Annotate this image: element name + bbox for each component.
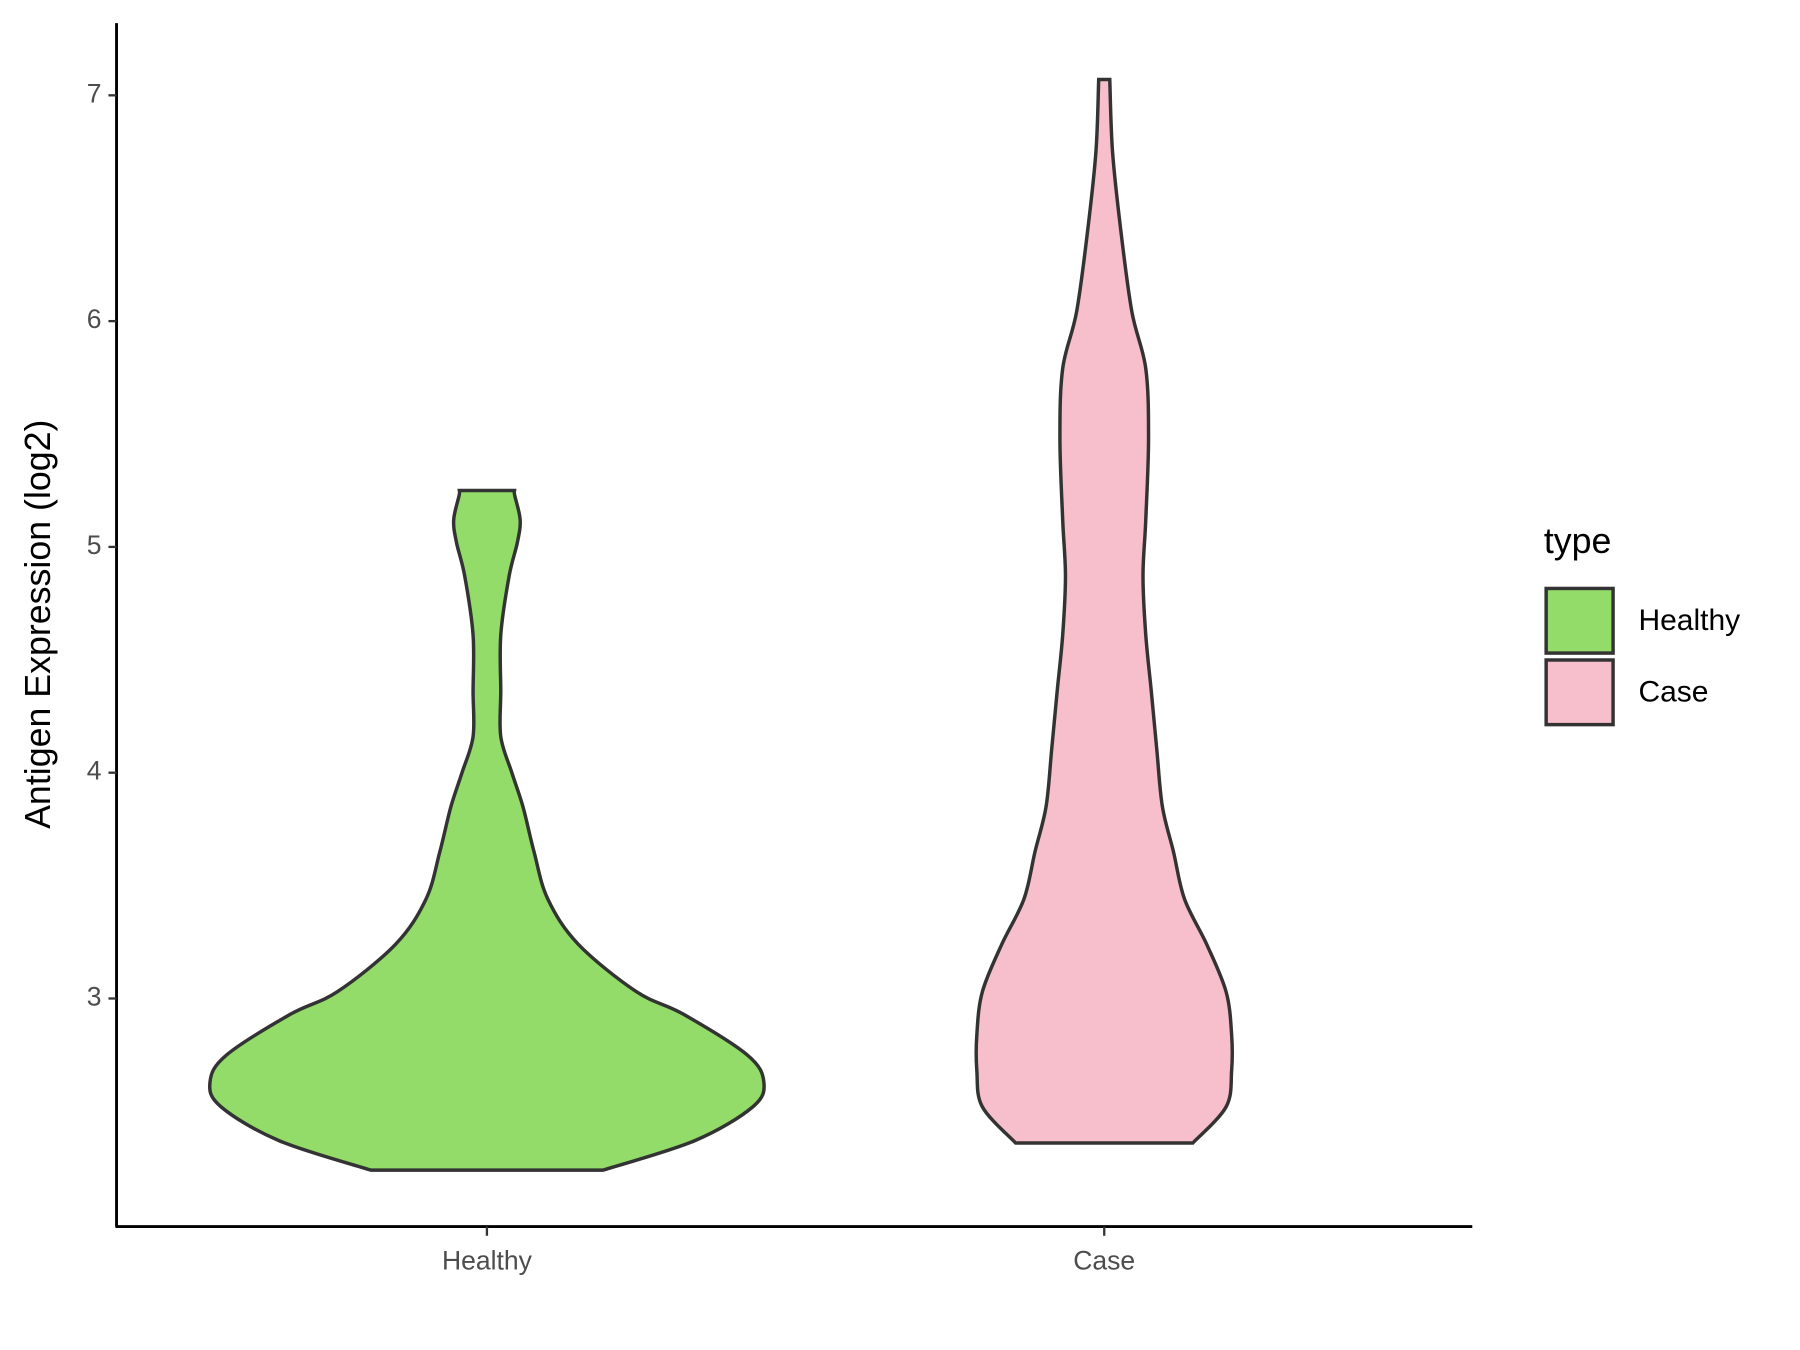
legend-key — [1544, 586, 1615, 655]
y-tick-label: 6 — [87, 304, 102, 334]
x-tick-label: Case — [1073, 1245, 1135, 1275]
y-tick-label: 4 — [87, 756, 102, 786]
y-tick-label: 7 — [87, 78, 102, 108]
legend-title: type — [1544, 521, 1612, 561]
violin — [974, 77, 1235, 1145]
legend-label: Case — [1638, 675, 1708, 708]
legend-key — [1544, 658, 1615, 727]
violin — [207, 488, 766, 1172]
legend-label: Healthy — [1638, 604, 1740, 637]
x-tick-label: Healthy — [442, 1245, 533, 1275]
y-axis-title: Antigen Expression (log2) — [18, 420, 58, 829]
y-tick-label: 5 — [87, 530, 102, 560]
y-tick-label: 3 — [87, 982, 102, 1012]
